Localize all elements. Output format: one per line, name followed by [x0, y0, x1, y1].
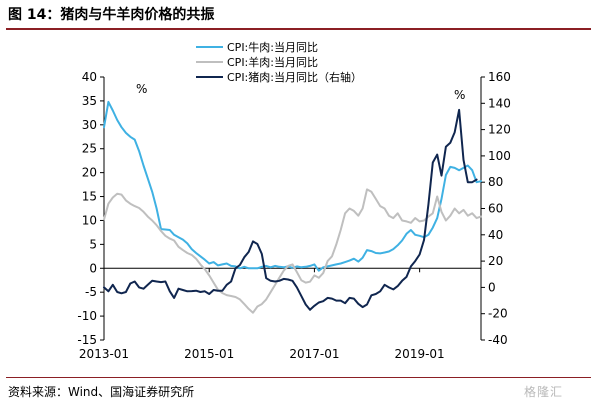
- y-right-tick-label: 100: [488, 149, 511, 163]
- y-left-tick-label: 30: [82, 118, 97, 132]
- y-right-tick-label: 80: [488, 175, 503, 189]
- y-left-tick-label: -10: [77, 309, 97, 323]
- y-left-tick-label: 15: [82, 190, 97, 204]
- right-unit-label: %: [454, 88, 465, 102]
- line-chart: -15 -10 -5 0 5 10 15 20 25 30 35 40 -40 -20 0 20 40 60 80 1…: [77, 40, 511, 361]
- x-tick-label: 2017-01: [289, 347, 339, 361]
- y-right-tick-label: 120: [488, 123, 511, 137]
- chart-labels: -15 -10 -5 0 5 10 15 20 25 30 35 40 -40 -20 0 20 40 60 80 1…: [77, 70, 511, 361]
- y-left-tick-label: 20: [82, 166, 97, 180]
- y-left-tick-label: -5: [85, 285, 97, 299]
- title-divider: [6, 28, 591, 30]
- chart-series: [103, 100, 482, 314]
- y-left-tick-label: 10: [82, 213, 97, 227]
- y-left-tick-label: 40: [82, 70, 97, 84]
- y-right-tick-label: 20: [488, 254, 503, 268]
- y-right-tick-label: 140: [488, 96, 511, 110]
- y-left-tick-label: 0: [89, 261, 97, 275]
- y-right-tick-label: 0: [488, 280, 496, 294]
- x-tick-label: 2019-01: [395, 347, 445, 361]
- y-right-tick-label: -40: [488, 333, 508, 347]
- x-tick-label: 2013-01: [79, 347, 129, 361]
- series-line: [103, 188, 482, 314]
- y-left-tick-label: -15: [77, 333, 97, 347]
- left-unit-label: %: [136, 82, 147, 96]
- source-divider: [6, 377, 591, 378]
- source-note: 资料来源：Wind、国海证券研究所: [8, 385, 195, 399]
- series-line: [103, 108, 478, 311]
- watermark-logo: 格隆汇: [524, 385, 564, 399]
- legend-label: CPI:羊肉:当月同比: [227, 55, 318, 69]
- y-right-tick-label: 60: [488, 202, 503, 216]
- y-left-tick-label: 5: [89, 237, 97, 251]
- y-left-tick-label: 25: [82, 142, 97, 156]
- y-left-tick-label: 35: [82, 94, 97, 108]
- x-tick-label: 2015-01: [184, 347, 234, 361]
- figure-title: 图 14：猪肉与牛羊肉价格的共振: [8, 7, 215, 23]
- series-line: [103, 100, 482, 272]
- y-right-tick-label: -20: [488, 307, 508, 321]
- y-right-tick-label: 40: [488, 228, 503, 242]
- y-right-tick-label: 160: [488, 70, 511, 84]
- legend-label: CPI:牛肉:当月同比: [227, 40, 318, 54]
- legend-label: CPI:猪肉:当月同比（右轴）: [227, 70, 362, 84]
